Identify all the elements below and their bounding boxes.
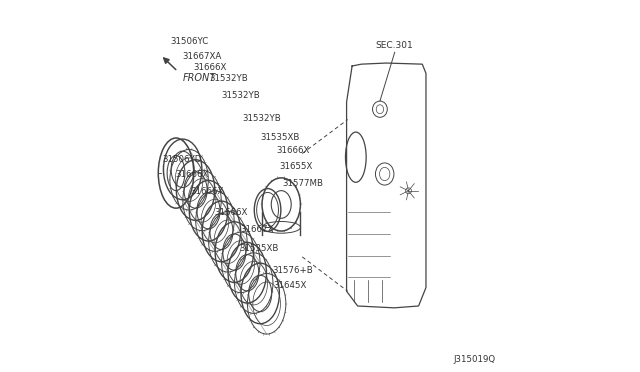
Text: 31532YB: 31532YB [221, 91, 260, 100]
Text: 31576+B: 31576+B [273, 266, 314, 275]
Text: 31666X: 31666X [194, 63, 227, 72]
Text: SEC.301: SEC.301 [376, 42, 413, 51]
Text: 31655X: 31655X [280, 162, 313, 171]
Text: 31666X: 31666X [190, 187, 223, 196]
Text: 31577MB: 31577MB [282, 179, 323, 187]
Text: 31532YB: 31532YB [243, 114, 281, 123]
Text: 31667XA: 31667XA [182, 52, 221, 61]
Text: 31667X: 31667X [241, 225, 274, 234]
Text: 31666X: 31666X [215, 208, 248, 217]
Text: J315019Q: J315019Q [453, 355, 495, 364]
Text: 31535XB: 31535XB [260, 133, 300, 142]
Text: 31666X: 31666X [175, 170, 209, 179]
Text: 31666X: 31666X [276, 147, 310, 155]
Text: 31506YC: 31506YC [170, 37, 209, 46]
Text: 31535XB: 31535XB [239, 244, 279, 253]
Text: FRONT: FRONT [182, 73, 216, 83]
Text: 31532YB: 31532YB [209, 74, 248, 83]
Text: 31506YD: 31506YD [162, 155, 202, 164]
Text: 31645X: 31645X [274, 281, 307, 290]
